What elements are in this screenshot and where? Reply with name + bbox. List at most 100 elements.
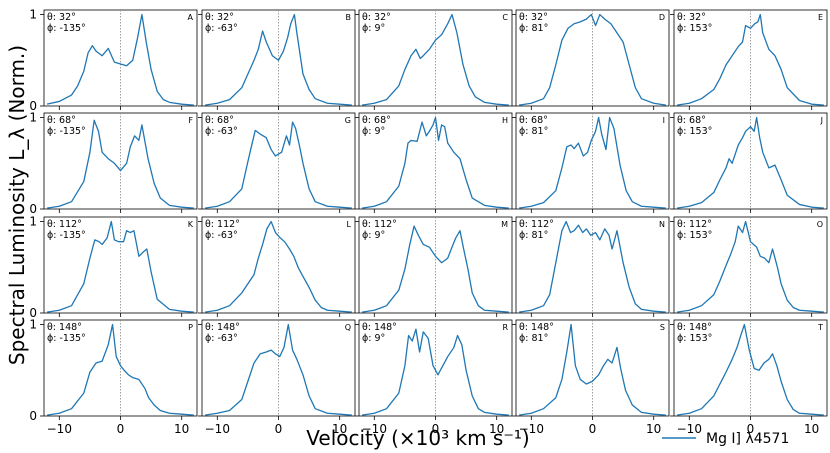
- profile-line-P: [46, 323, 194, 416]
- panel-N: θ: 112°ϕ: 81° N: [512, 216, 670, 317]
- panel-phi-label: ϕ: -63°: [205, 126, 238, 137]
- panel-letter: C: [502, 13, 508, 22]
- panel-phi-label: ϕ: 9°: [362, 126, 385, 137]
- panel-theta-label: θ: 148°: [519, 322, 554, 333]
- profile-line-K: [46, 220, 194, 313]
- x-tick-label: −10: [205, 422, 230, 436]
- panel-F: 0 1 θ: 68°ϕ: -135° F: [29, 111, 198, 216]
- panel-letter: K: [188, 220, 194, 229]
- panel-phi-label: ϕ: 9°: [362, 333, 385, 344]
- panel-phi-label: ϕ: 153°: [677, 126, 712, 137]
- panel-letter: G: [345, 116, 351, 125]
- panel-letter: I: [663, 116, 665, 125]
- panel-I: θ: 68°ϕ: 81° I: [512, 112, 670, 213]
- x-tick-label: 0: [117, 422, 125, 436]
- panel-letter: J: [820, 116, 823, 125]
- x-tick-label: −10: [47, 422, 72, 436]
- panel-letter: B: [346, 13, 352, 22]
- panel-letter: L: [347, 220, 352, 229]
- panel-theta-label: θ: 68°: [362, 115, 391, 126]
- panel-Q: −10 0 10 θ: 148°ϕ: -63° Q: [198, 319, 356, 436]
- panel-letter: F: [188, 116, 193, 125]
- panel-theta-label: θ: 32°: [47, 12, 76, 23]
- panel-phi-label: ϕ: 81°: [519, 126, 548, 137]
- legend-label: Mg I] λ4571: [706, 431, 789, 447]
- panel-S: −10 0 10 θ: 148°ϕ: 81° S: [512, 319, 670, 436]
- panel-theta-label: θ: 112°: [47, 219, 82, 230]
- panel-theta-label: θ: 148°: [47, 322, 82, 333]
- profile-line-H: [361, 116, 509, 209]
- profile-line-O: [676, 220, 824, 313]
- panel-theta-label: θ: 32°: [519, 12, 548, 23]
- x-tick-label: −10: [362, 422, 387, 436]
- panel-phi-label: ϕ: -63°: [205, 23, 238, 34]
- x-tick-label: 0: [275, 422, 283, 436]
- y-tick-label: 0: [29, 202, 37, 216]
- panel-E: θ: 32°ϕ: 153° E: [670, 9, 828, 110]
- panel-theta-label: θ: 112°: [205, 219, 240, 230]
- panel-K: 0 1 θ: 112°ϕ: -135° K: [29, 215, 198, 320]
- panel-theta-label: θ: 148°: [677, 322, 712, 333]
- panel-theta-label: θ: 32°: [205, 12, 234, 23]
- y-tick-label: 0: [29, 99, 37, 113]
- panel-phi-label: ϕ: 9°: [362, 23, 385, 34]
- x-tick-label: 10: [332, 422, 347, 436]
- panel-letter: T: [817, 323, 823, 332]
- panel-phi-label: ϕ: -135°: [47, 126, 86, 137]
- panel-phi-label: ϕ: -135°: [47, 23, 86, 34]
- y-tick-label: 1: [29, 318, 37, 332]
- panel-phi-label: ϕ: 153°: [677, 333, 712, 344]
- panel-G: θ: 68°ϕ: -63° G: [198, 112, 356, 213]
- y-tick-label: 1: [29, 215, 37, 229]
- profile-line-D: [518, 13, 667, 106]
- panel-D: θ: 32°ϕ: 81° D: [512, 9, 670, 110]
- x-tick-label: 0: [747, 422, 755, 436]
- panel-A: 0 1 θ: 32°ϕ: -135° A: [29, 8, 198, 113]
- panel-H: θ: 68°ϕ: 9° H: [355, 112, 513, 213]
- panel-grid: 01 θ: 32°ϕ: -135°A θ: 32°ϕ: -63°B θ: 32°ϕ: …: [29, 8, 828, 436]
- panel-letter: D: [659, 13, 665, 22]
- panel-phi-label: ϕ: 81°: [519, 333, 548, 344]
- panel-theta-label: θ: 32°: [362, 12, 391, 23]
- panel-theta-label: θ: 148°: [362, 322, 397, 333]
- x-tick-label: 0: [432, 422, 440, 436]
- x-tick-label: 0: [589, 422, 597, 436]
- y-tick-label: 1: [29, 111, 37, 125]
- panel-letter: S: [660, 323, 665, 332]
- panel-C: θ: 32°ϕ: 9° C: [355, 9, 513, 110]
- profile-line-I: [518, 116, 666, 209]
- x-tick-label: 10: [646, 422, 661, 436]
- panel-theta-label: θ: 68°: [677, 115, 706, 126]
- panel-theta-label: θ: 112°: [362, 219, 397, 230]
- profile-line-R: [361, 328, 509, 416]
- x-tick-label: 10: [489, 422, 504, 436]
- panel-theta-label: θ: 148°: [205, 322, 240, 333]
- x-tick-label: −10: [519, 422, 544, 436]
- y-tick-label: 1: [29, 8, 37, 22]
- panel-J: θ: 68°ϕ: 153° J: [670, 112, 828, 213]
- panel-phi-label: ϕ: 9°: [362, 230, 385, 241]
- panel-letter: M: [501, 220, 508, 229]
- panel-letter: H: [502, 116, 508, 125]
- panel-P: −10 0 10 0 1 θ: 148°ϕ: -135° P: [29, 318, 198, 436]
- y-axis-label: Spectral Luminosity L_λ (Norm.): [5, 45, 29, 365]
- panel-phi-label: ϕ: 81°: [519, 230, 548, 241]
- panel-T: −10 0 10 θ: 148°ϕ: 153° T: [670, 319, 828, 436]
- panel-theta-label: θ: 68°: [47, 115, 76, 126]
- panel-phi-label: ϕ: -135°: [47, 230, 86, 241]
- panel-phi-label: ϕ: -63°: [205, 333, 238, 344]
- x-axis-label: Velocity (×10³ km s⁻¹): [306, 426, 529, 450]
- x-tick-label: −10: [677, 422, 702, 436]
- panel-O: θ: 112°ϕ: 153° O: [670, 216, 828, 317]
- panel-letter: Q: [345, 323, 351, 332]
- panel-phi-label: ϕ: -63°: [205, 230, 238, 241]
- panel-M: θ: 112°ϕ: 9° M: [355, 216, 513, 317]
- panel-phi-label: ϕ: 153°: [677, 230, 712, 241]
- y-tick-label: 0: [29, 306, 37, 320]
- x-tick-label: 10: [804, 422, 819, 436]
- profile-line-S: [518, 323, 666, 416]
- panel-letter: E: [818, 13, 823, 22]
- panel-phi-label: ϕ: 153°: [677, 23, 712, 34]
- panel-R: −10 0 10 θ: 148°ϕ: 9° R: [355, 319, 513, 436]
